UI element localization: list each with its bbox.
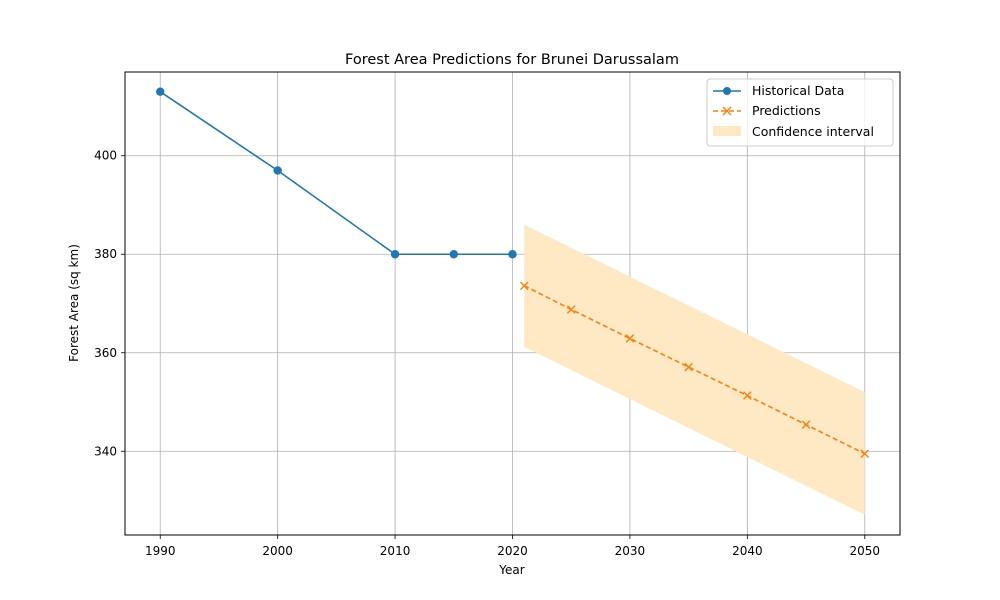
y-tick-label: 360 (94, 346, 117, 360)
legend-predictions-label: Predictions (752, 103, 821, 118)
y-axis-ticks: 340 360 380 400 (94, 149, 125, 458)
prediction-point (625, 334, 635, 343)
legend-historical-marker (723, 87, 731, 95)
legend: Historical Data Predictions Confidence i… (706, 78, 894, 147)
x-axis-label: Year (498, 563, 524, 577)
prediction-point (684, 362, 693, 372)
y-tick-label: 380 (94, 247, 117, 261)
x-axis-ticks: 1990 2000 2010 2020 2030 2040 2050 (145, 535, 880, 558)
confidence-band-layer (524, 224, 865, 515)
y-tick-label: 400 (94, 149, 117, 163)
x-tick-label: 1990 (145, 544, 176, 558)
y-axis-label: Forest Area (sq km) (67, 244, 81, 362)
legend-box (706, 78, 894, 147)
confidence-band (524, 224, 865, 515)
legend-confidence-swatch (713, 126, 741, 136)
x-tick-label: 2050 (849, 544, 880, 558)
prediction-point (566, 305, 576, 314)
historical-point (449, 250, 458, 259)
historical-point (273, 166, 282, 175)
historical-point (156, 87, 165, 96)
x-tick-label: 2020 (497, 544, 528, 558)
x-tick-label: 2000 (262, 544, 293, 558)
legend-predictions-marker (722, 106, 732, 116)
x-tick-label: 2030 (615, 544, 646, 558)
historical-point (508, 250, 517, 259)
prediction-point (519, 281, 529, 291)
y-tick-label: 340 (94, 444, 117, 458)
series-layer (156, 87, 870, 459)
legend-historical-label: Historical Data (752, 83, 844, 98)
historical-point (390, 250, 400, 259)
x-tick-label: 2010 (380, 544, 411, 558)
prediction-point (860, 449, 870, 459)
prediction-point (801, 420, 811, 429)
x-tick-label: 2040 (732, 544, 763, 558)
legend-confidence-label: Confidence interval (752, 124, 874, 139)
prediction-point (743, 391, 752, 400)
chart-title: Forest Area Predictions for Brunei Darus… (345, 52, 679, 68)
